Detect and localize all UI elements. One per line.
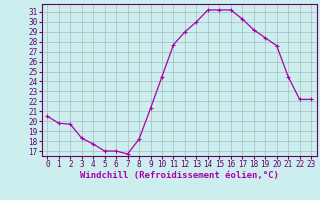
X-axis label: Windchill (Refroidissement éolien,°C): Windchill (Refroidissement éolien,°C) bbox=[80, 171, 279, 180]
